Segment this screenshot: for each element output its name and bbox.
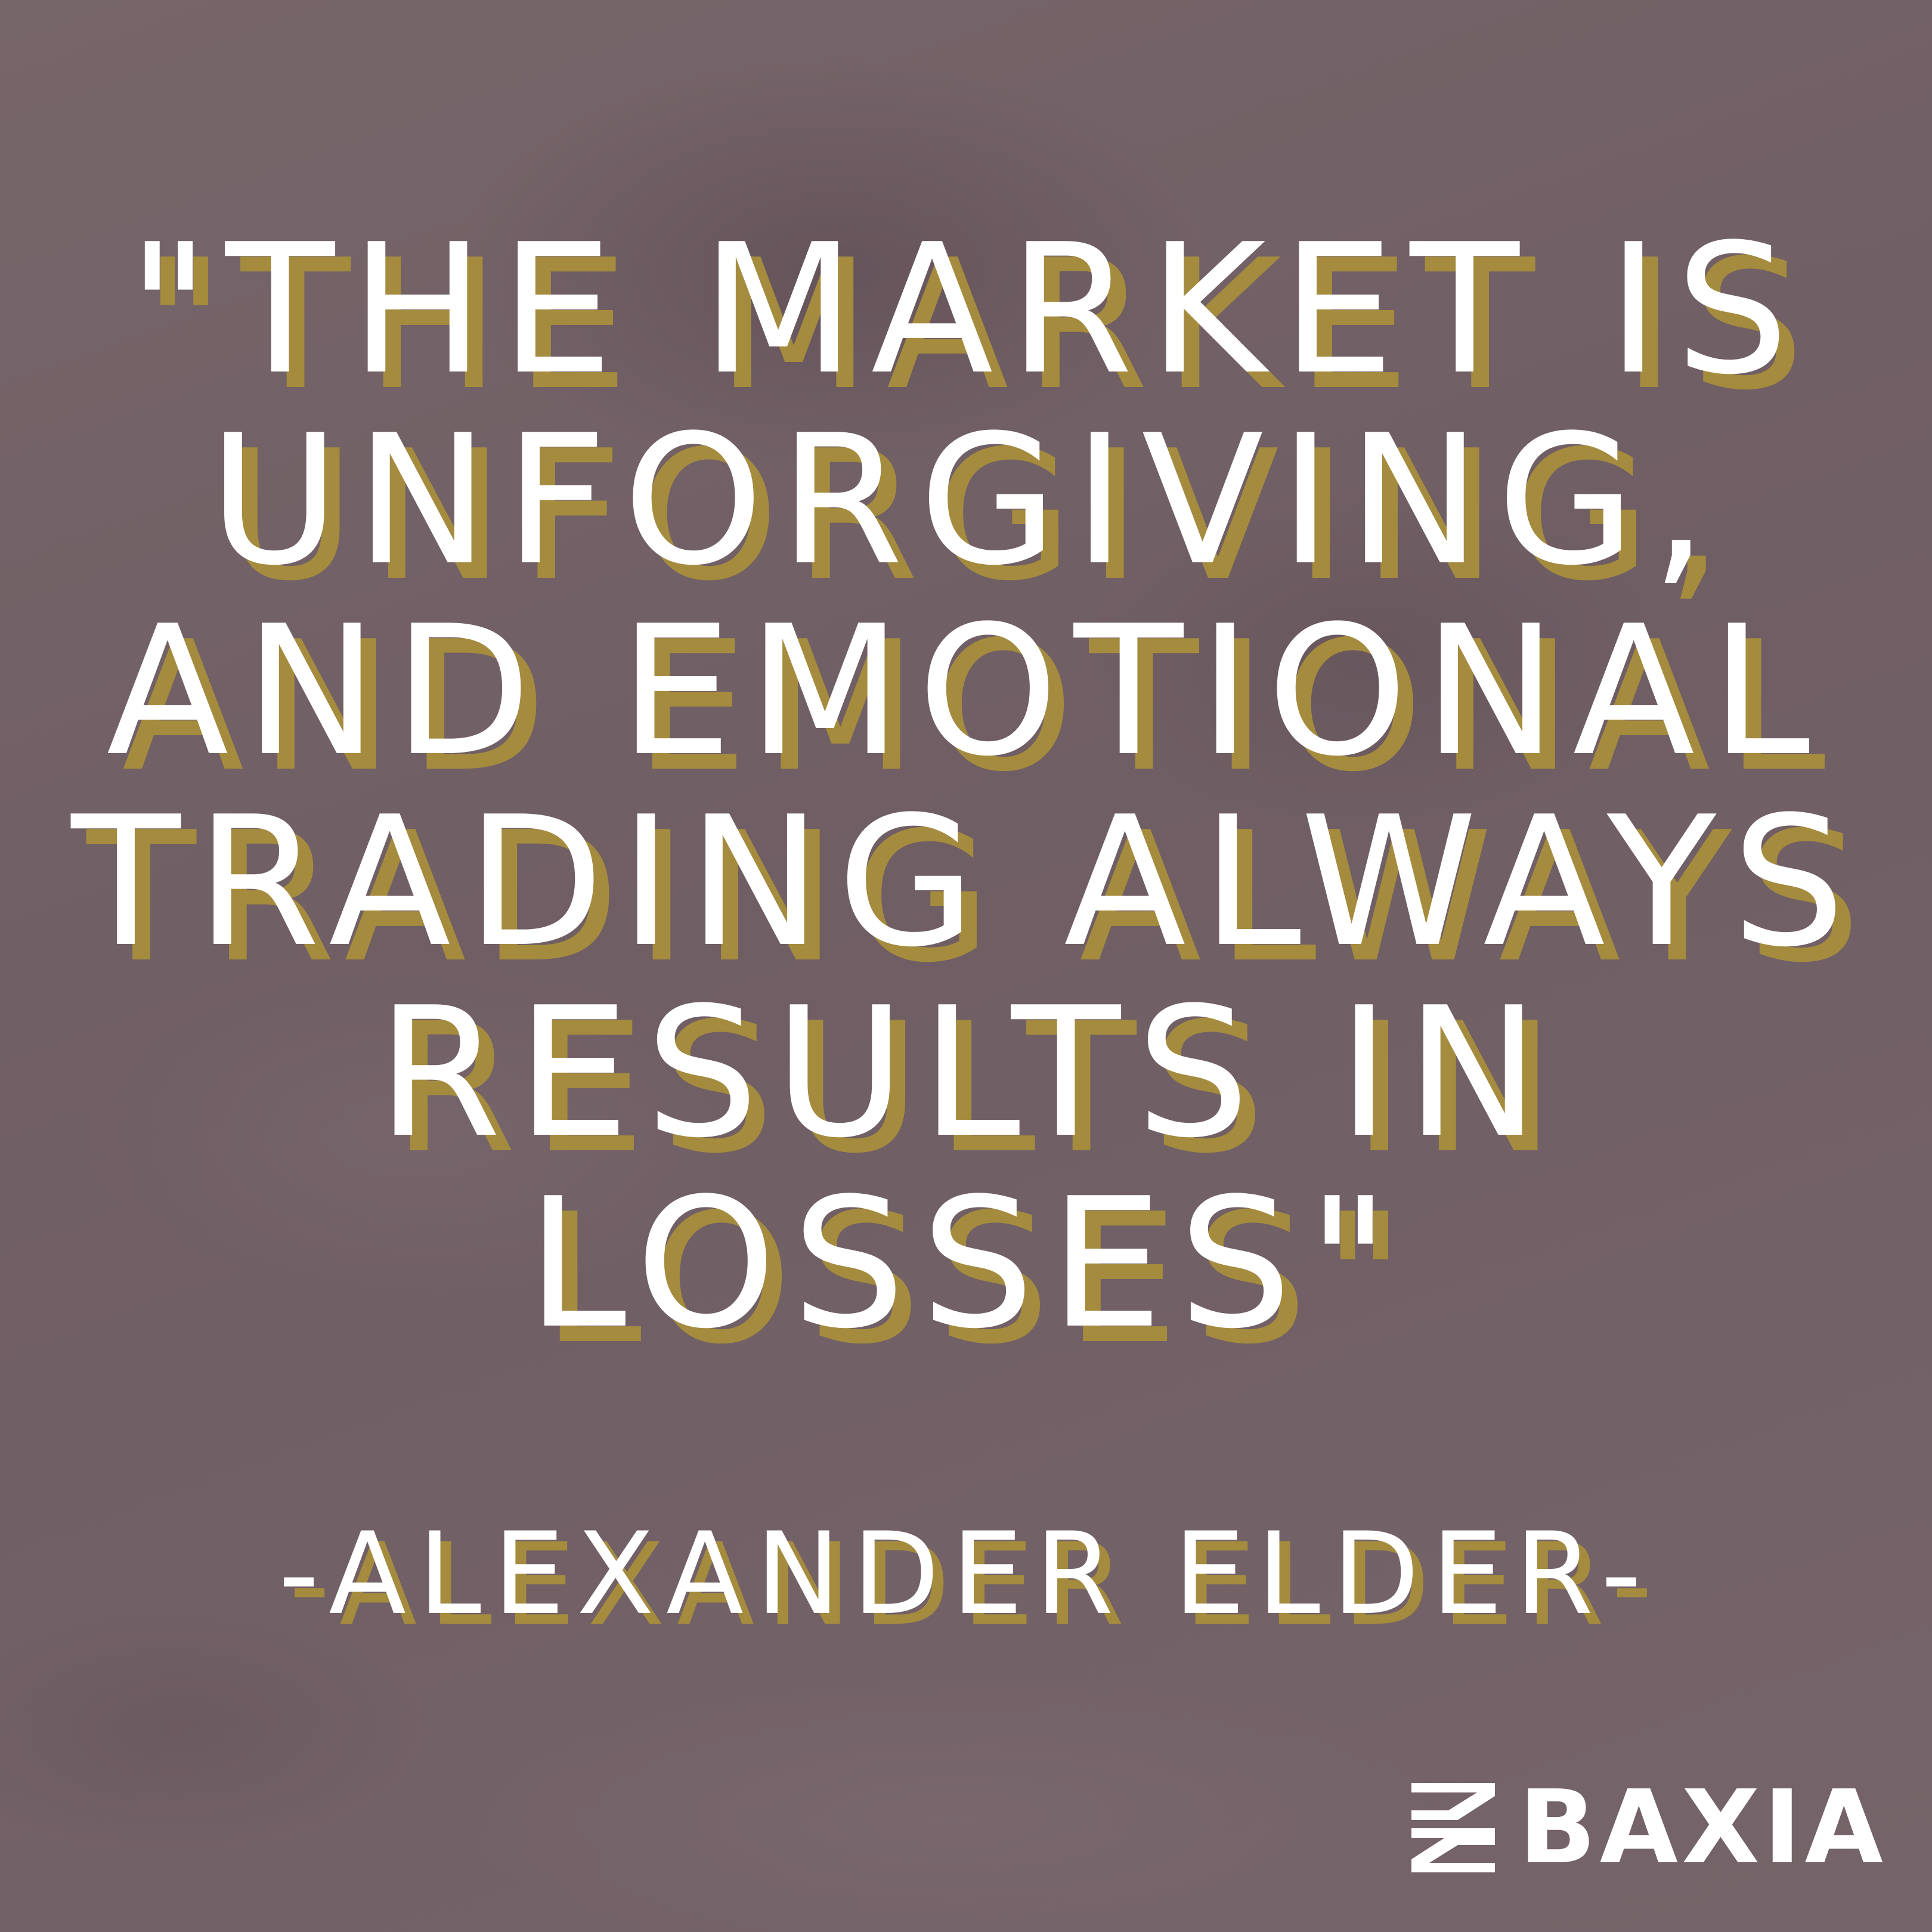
quote-line: "THE MARKET IS	[127, 206, 1805, 414]
quote-text: "THE MARKET IS UNFORGIVING, AND EMOTIONA…	[0, 215, 1932, 1360]
quote-author: -ALEXANDER ELDER-	[278, 1508, 1654, 1640]
quote-line: LOSSES"	[527, 1160, 1405, 1368]
baxia-logo-icon	[1411, 1783, 1495, 1872]
quote-line: AND EMOTIONAL	[106, 587, 1826, 795]
quote-line: TRADING ALWAYS	[71, 778, 1861, 986]
quote-line: RESULTS IN	[377, 969, 1555, 1177]
brand-name: BAXIA	[1518, 1769, 1887, 1887]
quote-line: UNFORGIVING,	[208, 397, 1724, 605]
brand-logo: BAXIA	[1411, 1769, 1887, 1887]
